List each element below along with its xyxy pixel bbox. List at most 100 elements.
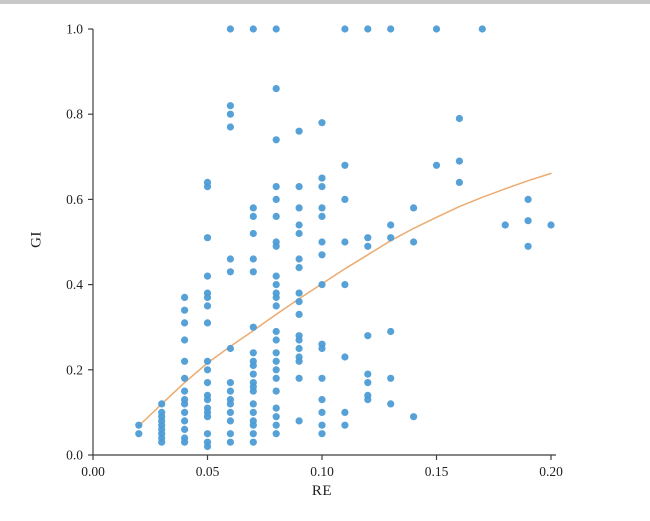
data-point [341, 353, 349, 361]
data-point [181, 408, 189, 416]
data-point [203, 396, 212, 404]
data-point [181, 425, 189, 433]
data-point [318, 251, 326, 259]
data-point [318, 212, 326, 220]
data-point [432, 25, 441, 33]
y-tick-label: 1.0 [66, 22, 83, 37]
y-axis-title: GI [28, 231, 45, 248]
data-point [455, 178, 463, 186]
data-point [203, 302, 212, 310]
data-point [318, 396, 326, 404]
data-point [249, 438, 257, 446]
data-point [181, 357, 189, 365]
data-point [272, 413, 280, 421]
data-point [410, 238, 418, 246]
data-point [295, 344, 303, 353]
data-point [272, 272, 280, 280]
data-point [203, 379, 212, 387]
data-point [181, 319, 189, 327]
data-point [226, 417, 234, 425]
data-point [501, 221, 509, 229]
data-point [249, 408, 257, 416]
data-point [524, 217, 532, 225]
data-point [410, 204, 418, 212]
y-tick-label: 0.2 [66, 362, 83, 377]
data-point [295, 127, 303, 135]
data-point [226, 110, 234, 118]
data-point [272, 242, 280, 250]
data-point [364, 379, 372, 387]
data-point [455, 114, 463, 123]
data-point [249, 25, 257, 33]
x-tick-label: 0.00 [81, 464, 105, 479]
data-point [295, 264, 303, 272]
data-point [318, 174, 326, 182]
data-point [318, 183, 326, 191]
data-point [295, 374, 303, 382]
data-point [249, 229, 257, 238]
data-point [226, 379, 234, 387]
data-point [432, 161, 441, 169]
data-point [226, 430, 234, 438]
data-point [272, 136, 280, 144]
data-point [318, 238, 326, 246]
x-tick-label: 0.20 [539, 464, 563, 479]
y-tick-label: 0.8 [66, 107, 83, 122]
data-point [249, 255, 257, 263]
data-point [341, 421, 349, 429]
data-point [341, 161, 349, 169]
data-point [364, 242, 372, 250]
data-point [272, 357, 280, 365]
x-axis-title: RE [311, 483, 333, 499]
data-point [203, 430, 212, 438]
data-point [249, 212, 257, 220]
data-point [295, 183, 303, 191]
x-tick-label: 0.05 [196, 464, 220, 479]
data-point [387, 25, 395, 33]
data-point [181, 387, 189, 395]
data-point [295, 229, 303, 238]
data-point [364, 234, 372, 242]
data-point [249, 421, 257, 429]
data-point [181, 374, 189, 382]
data-point [249, 349, 257, 357]
data-point [318, 204, 326, 212]
data-point [341, 408, 349, 416]
data-point [387, 400, 395, 408]
data-point [249, 361, 257, 370]
data-point [318, 408, 326, 416]
data-point [318, 430, 326, 438]
data-point [249, 204, 257, 212]
data-point [226, 408, 234, 416]
data-point [249, 323, 257, 331]
data-point [295, 289, 303, 297]
data-point [272, 85, 280, 93]
data-point [524, 242, 532, 250]
data-point [158, 438, 166, 446]
data-point [181, 417, 189, 425]
y-tick-label: 0.4 [66, 277, 83, 292]
data-point [364, 332, 372, 340]
data-point [272, 336, 280, 344]
data-point [226, 387, 234, 395]
data-point [295, 336, 303, 344]
data-point [226, 400, 234, 408]
data-point [387, 234, 395, 242]
data-point [181, 438, 189, 446]
data-point [249, 268, 257, 276]
data-point [318, 374, 326, 382]
data-point [387, 327, 395, 336]
data-point [547, 221, 555, 229]
data-point [181, 336, 189, 344]
data-point [226, 438, 234, 446]
data-point [203, 442, 212, 451]
data-point [295, 357, 303, 365]
data-point [181, 293, 189, 301]
data-point [295, 204, 303, 212]
data-point [226, 102, 234, 110]
data-point [295, 255, 303, 263]
data-point [158, 400, 166, 408]
data-point [272, 281, 280, 289]
data-point [249, 387, 257, 395]
